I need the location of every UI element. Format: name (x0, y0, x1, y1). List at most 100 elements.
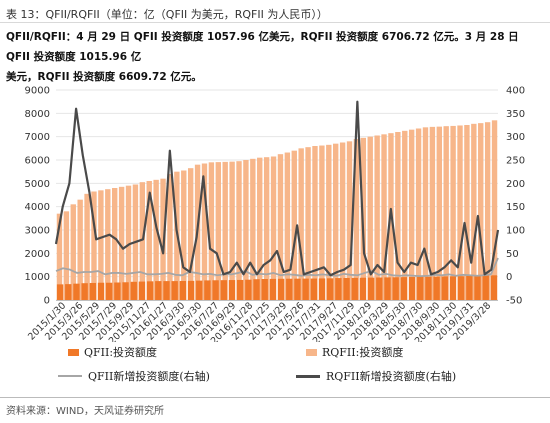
rqfii-quota-bar (112, 188, 118, 300)
left-tick-label: 7000 (25, 132, 50, 143)
qfii-quota-bar (220, 280, 227, 300)
qfii-quota-bar (327, 278, 334, 300)
rqfii-quota-bar (339, 142, 346, 300)
qfii-quota-bar (482, 275, 489, 300)
qfii-quota-bar (171, 281, 178, 300)
x-axis: 2015/1/302015/3/262015/5/292015/7/292015… (26, 300, 498, 342)
qfii-quota-bar (433, 276, 440, 300)
qfii-new-quota-path (55, 257, 499, 278)
qfii-quota-bar (106, 282, 113, 300)
qfii-quota-bar (294, 278, 301, 300)
qfii-quota-bar (196, 280, 203, 300)
legend-item-rqfii: RQFII:投资额度 (306, 344, 403, 360)
rqfii-quota-bar (77, 199, 83, 300)
rqfii-quota-bar (402, 130, 408, 300)
rqfii-quota-bar (243, 160, 249, 300)
qfii-quota-bar (122, 282, 129, 300)
right-tick-label: 300 (506, 132, 525, 143)
rqfii-quota-bar (471, 123, 477, 300)
right-tick-label: 150 (506, 202, 525, 213)
qfii-quota-bar (343, 277, 350, 300)
left-tick-label: 5000 (25, 179, 50, 190)
rqfii-quota-bar (326, 144, 332, 300)
rqfii-quota-bar (346, 141, 353, 300)
qfii-quota-bar (408, 277, 416, 300)
qfii-quota-bar (441, 276, 448, 300)
legend-label-qfii: QFII:投资额度 (84, 346, 158, 359)
rqfii-quota-bar (181, 170, 187, 300)
rqfii-quota-bar (436, 126, 442, 300)
rqfii-quota-bar (236, 161, 242, 300)
rqfii-quota-bar (153, 179, 159, 300)
right-tick-label: 100 (506, 226, 525, 237)
legend-item-rqfii-new: RQFII新增投资额度(右轴) (296, 368, 456, 384)
qfii-quota-bar (449, 276, 457, 300)
qfii-quota-bar (212, 280, 219, 300)
left-tick-label: 0 (44, 296, 50, 307)
source-divider (0, 397, 550, 398)
qfii-quota-bar (56, 284, 64, 300)
right-tick-label: 250 (506, 156, 525, 167)
qfii-quota-bar (130, 281, 137, 300)
legend-swatch-qfii (68, 348, 79, 356)
right-tick-label: 50 (506, 249, 519, 260)
rqfii-quota-bar (291, 150, 297, 300)
rqfii-quota-bar (91, 191, 97, 300)
rqfii-quota-bar (464, 125, 470, 300)
rqfii-quota-bar (415, 128, 422, 300)
rqfii-quota-bar (84, 193, 90, 300)
summary-line-2: 美元，RQFII 投资额度 6609.72 亿元。 (6, 71, 202, 83)
rqfii-quota-bar (105, 189, 111, 300)
legend-label-rqfii-new: RQFII新增投资额度(右轴) (326, 370, 457, 383)
qfii-quota-bar (417, 276, 424, 300)
qfii-quota-bar (89, 282, 97, 300)
rqfii-quota-bar (146, 181, 152, 300)
rqfii-quota-bar (118, 186, 125, 300)
rqfii-quota-bar (257, 157, 263, 300)
rqfii-quota-bar (408, 129, 415, 300)
rqfii-quota-bar (229, 161, 235, 300)
right-tick-label: 350 (506, 109, 525, 120)
right-axis: -50 0 50 100 150 200 250 300 350 400 (506, 86, 525, 307)
rqfii-quota-bar (208, 162, 215, 300)
rqfii-quota-bar (395, 132, 401, 300)
summary-note: QFII/RQFII：4 月 29 日 QFII 投资额度 1057.96 亿美… (6, 27, 544, 87)
legend-label-qfii-new: QFII新增投资额度(右轴) (88, 370, 210, 383)
qfii-quota-bar (253, 279, 260, 300)
rqfii-quota-bar (250, 158, 256, 300)
rqfii-quota-bar (312, 146, 318, 300)
qfii-quota-bar (392, 277, 399, 300)
rqfii-quota-bar (167, 174, 173, 300)
legend-swatch-qfii-new (58, 375, 82, 377)
qfii-quota-bar (163, 281, 170, 300)
source-note: 资料来源：WIND，天风证券研究所 (6, 406, 165, 417)
chart-legend: QFII:投资额度 RQFII:投资额度 QFII新增投资额度(右轴) RQFI… (0, 342, 550, 392)
left-tick-label: 6000 (25, 156, 50, 167)
qfii-quota-bar (310, 278, 318, 300)
left-tick-label: 4000 (25, 202, 50, 213)
rqfii-quota-bar (56, 213, 63, 300)
qfii-quota-bar (425, 276, 432, 300)
right-tick-label: 0 (506, 272, 512, 283)
rqfii-quota-bar (381, 134, 387, 300)
qfii-quota-bar (490, 275, 498, 300)
rqfii-quota-bar (353, 139, 360, 300)
legend-item-qfii-new: QFII新增投资额度(右轴) (58, 368, 210, 384)
left-tick-label: 1000 (25, 272, 50, 283)
rqfii-quota-bar (215, 162, 221, 300)
rqfii-quota-bar (319, 145, 325, 300)
qfii-quota-bar (236, 279, 244, 300)
legend-swatch-rqfii (306, 348, 317, 356)
rqfii-quota-bar (367, 136, 373, 300)
qfii-quota-bar (155, 281, 162, 300)
rqfii-quota-bar (263, 157, 270, 300)
caption-divider (0, 22, 550, 23)
right-tick-label: 200 (506, 179, 525, 190)
right-tick-label: 400 (506, 86, 525, 97)
qfii-quota-bar (179, 280, 187, 300)
rqfii-quota-bar (125, 185, 132, 300)
rqfii-quota-bar (422, 127, 429, 300)
left-tick-label: 2000 (25, 249, 50, 260)
rqfii-quota-bar (70, 204, 76, 300)
